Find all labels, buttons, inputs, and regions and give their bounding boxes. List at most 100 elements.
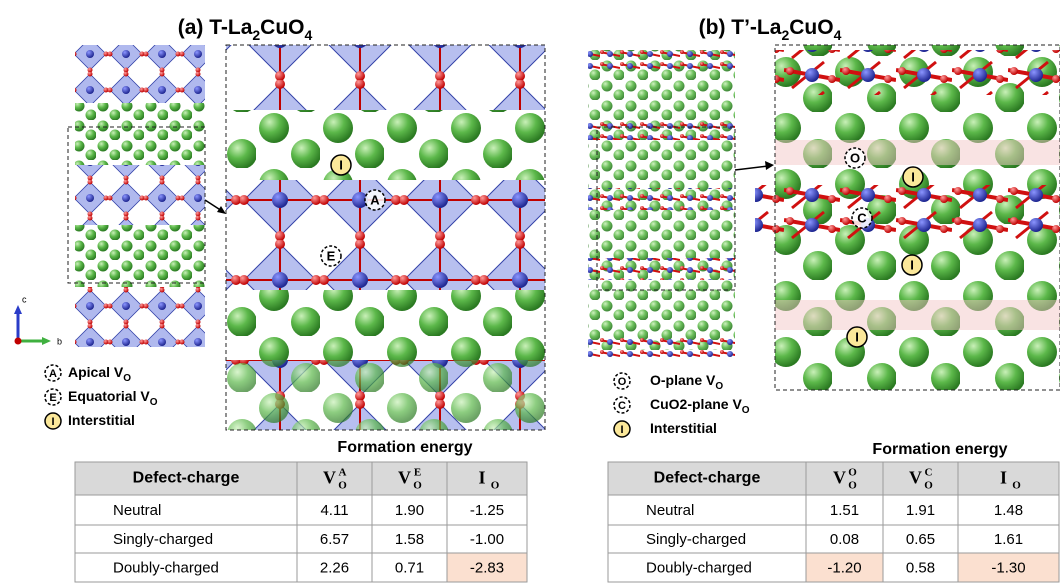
legend-label: Interstitial (68, 412, 135, 428)
header-label: VCO (909, 466, 933, 491)
table-cell (608, 495, 806, 525)
legend-sub: O (150, 397, 158, 408)
legend-text: Interstitial (650, 420, 717, 436)
site-marker-label: E (327, 248, 336, 263)
header-base: I (478, 468, 485, 488)
header-sub: O (413, 479, 422, 491)
row-label: Doubly-charged (646, 559, 752, 576)
header-sup: A (339, 466, 347, 478)
row-label: Singly-charged (646, 531, 746, 548)
site-marker-label: E (49, 392, 56, 404)
structure-a-inset (226, 45, 545, 430)
cell-value: -1.20 (827, 559, 861, 576)
row-label: Doubly-charged (113, 559, 219, 576)
site-marker-label: I (855, 329, 859, 344)
row-label: Singly-charged (113, 531, 213, 548)
header-base: V (909, 468, 922, 488)
figure: (a) T-La2CuO4 (b) T’-La2CuO4 Formation e… (0, 0, 1060, 583)
legend-sub: O (742, 405, 750, 416)
title-sub: 4 (834, 27, 842, 43)
legend-label: Apical VO (68, 364, 131, 384)
cell-value: 0.71 (395, 559, 424, 576)
cell-value: 4.11 (320, 502, 348, 519)
cell-value: -1.00 (470, 531, 504, 548)
header-sub: O (338, 479, 347, 491)
site-marker-label: I (339, 157, 343, 172)
legend-text: Equatorial V (68, 388, 150, 404)
title-sub: 2 (252, 27, 260, 43)
header-base: I (1000, 468, 1007, 488)
cell-value: 0.65 (906, 531, 935, 548)
title-sub: 4 (305, 27, 313, 43)
site-marker-label: A (49, 368, 57, 380)
axis-label: c (22, 294, 27, 304)
legend-text: O-plane V (650, 372, 716, 388)
header-sub: O (848, 479, 857, 491)
site-marker-label: I (910, 257, 914, 272)
cell-value: 1.48 (994, 502, 1023, 519)
row-label: Neutral (646, 502, 694, 519)
header-sub: O (491, 479, 500, 491)
site-marker-label: C (618, 400, 626, 412)
cell-value: 0.08 (830, 531, 859, 548)
site-marker-label: O (850, 150, 860, 165)
site-marker-label: I (51, 416, 54, 428)
title-part: (b) T’-La (699, 16, 782, 39)
title-part: CuO (789, 16, 833, 39)
site-marker-label: A (370, 192, 380, 207)
header-base: V (323, 468, 336, 488)
cell-value: 1.61 (994, 531, 1023, 548)
header-label: Defect-charge (133, 470, 240, 487)
cell-value: 2.26 (320, 559, 349, 576)
header-base: V (833, 468, 846, 488)
table-caption: Formation energy (872, 441, 1007, 458)
title-sub: 2 (781, 27, 789, 43)
site-marker-label: I (620, 424, 623, 436)
title-part: CuO (260, 16, 304, 39)
site-marker-label: O (618, 376, 627, 388)
legend-text: Apical V (68, 364, 124, 380)
axis-triad (14, 305, 51, 345)
legend-label: Equatorial VO (68, 388, 158, 408)
cell-value: -1.25 (470, 502, 504, 519)
legend-text: CuO2-plane V (650, 396, 742, 412)
title-part: (a) T-La (178, 16, 253, 39)
legend-sub: O (123, 373, 131, 384)
site-marker-label: C (857, 210, 867, 225)
header-sup: E (414, 466, 421, 478)
cell-value: 1.91 (906, 502, 935, 519)
cell-value: -1.30 (991, 559, 1025, 576)
cell-value: 0.58 (906, 559, 935, 576)
structure-b-small (588, 48, 774, 360)
legend-text: Interstitial (68, 412, 135, 428)
structure-a-small (68, 45, 226, 347)
header-cell (447, 462, 527, 495)
structure-b-inset (755, 45, 1060, 390)
panel-title: (a) T-La2CuO4 (178, 16, 313, 43)
row-label: Neutral (113, 502, 161, 519)
legend-sub: O (715, 381, 723, 392)
axis-label: b (57, 336, 62, 346)
header-sup: C (925, 466, 933, 478)
table-caption: Formation energy (337, 439, 472, 456)
panel-title: (b) T’-La2CuO4 (699, 16, 842, 43)
cell-value: 1.51 (830, 502, 859, 519)
header-label: Defect-charge (654, 470, 761, 487)
site-marker-label: I (911, 169, 915, 184)
cell-value: 1.58 (395, 531, 424, 548)
legend-label: CuO2-plane VO (650, 396, 750, 416)
header-sub: O (924, 479, 933, 491)
header-base: V (398, 468, 411, 488)
header-sub: O (1012, 479, 1021, 491)
cell-value: 1.90 (395, 502, 424, 519)
legend-label: O-plane VO (650, 372, 723, 392)
legend-label: Interstitial (650, 420, 717, 436)
cell-value: 6.57 (320, 531, 349, 548)
cell-value: -2.83 (470, 559, 504, 576)
table-cell (75, 495, 297, 525)
header-cell (958, 462, 1059, 495)
header-sup: O (848, 466, 857, 478)
